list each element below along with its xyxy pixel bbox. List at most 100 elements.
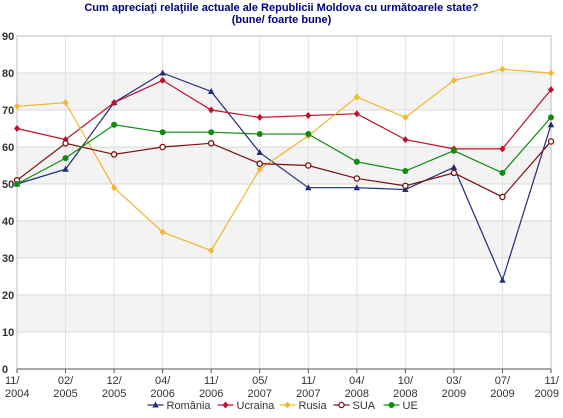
x-tick-label: 2009 [490,388,514,400]
y-tick-label: 60 [2,142,14,154]
data-point-ucraina [111,99,118,107]
x-tick-label: 2005 [53,388,77,400]
data-point-ucraina [499,145,506,153]
x-tick-label: 05/ [252,375,268,387]
data-point-rusia [111,184,118,192]
series-line-sua [16,141,552,198]
x-tick-label: 07/ [495,375,511,387]
data-point-rusia [548,69,554,77]
data-point-ucraina [159,76,166,84]
data-point-ue [450,147,457,154]
data-point-ue [14,181,20,187]
legend-marker-ucraina [222,401,229,409]
x-tick-label: 2008 [393,388,417,400]
legend-marker-sua [338,401,345,409]
data-point-ue [548,114,554,121]
x-tick-label: 2006 [150,388,174,400]
x-tick-label: 2004 [5,388,29,400]
data-point-rusia [256,165,263,173]
data-point-rom-nia [256,149,263,156]
data-point-rom-nia [159,69,166,76]
x-tick-label: 11/ [301,375,316,387]
data-point-sua [353,175,361,182]
x-tick-label: 2007 [296,388,320,400]
data-point-ucraina [14,125,20,132]
y-tick-label: 50 [2,179,14,191]
data-point-rusia [62,99,69,107]
data-point-rom-nia [62,165,69,172]
data-point-rom-nia [353,184,361,191]
legend-label-ucraina: Ucraina [237,400,276,412]
legend-label-rusia: Rusia [299,400,328,412]
data-point-rusia [159,228,166,236]
chart-title: Cum apreciaţi relaţiile actuale ale Repu… [0,2,563,26]
data-point-ue [402,168,409,175]
legend-marker-rusia [284,401,291,409]
data-point-sua [402,182,409,190]
data-point-ue [159,129,166,136]
x-tick-label: 2006 [199,388,223,400]
chart-subtitle: (bune/ foarte bune) [231,14,332,26]
x-tick-label: 11/ [204,375,219,387]
data-point-ue [305,131,312,138]
chart-title-line1: Cum apreciaţi relaţiile actuale ale Repu… [84,2,479,14]
x-tick-label: 12/ [106,375,122,387]
data-point-ue [111,121,118,128]
data-point-rusia [499,65,506,73]
data-point-rom-nia [547,121,555,128]
x-tick-label: 02/ [58,375,74,387]
x-tick-label: 2009 [535,388,559,400]
data-point-rusia [402,113,409,121]
legend-label-sua: SUA [353,400,376,412]
data-point-ucraina [402,136,409,144]
x-tick-label: 04/ [155,375,171,387]
grid-band [17,73,551,110]
data-point-ucraina [305,112,312,120]
data-point-rusia [450,76,457,84]
data-point-sua [110,151,118,158]
x-tick-label: 2009 [442,388,466,400]
data-point-ue [256,131,263,138]
data-point-rusia [208,247,215,255]
data-point-ucraina [208,106,215,114]
y-tick-label: 40 [2,216,14,228]
legend-label-rom-nia: România [167,400,212,412]
x-tick-label: 2005 [102,388,126,400]
data-point-sua [62,140,69,147]
x-tick-label: 2007 [247,388,271,400]
x-tick-label: 11/ [5,375,20,387]
data-point-rom-nia [499,276,506,283]
x-tick-label: 11/ [545,375,560,387]
data-point-ue [499,169,506,176]
data-point-rom-nia [305,184,312,191]
series-line-rom-nia [16,72,552,282]
x-tick-label: 2008 [345,388,369,400]
data-point-sua [207,140,215,147]
data-point-sua [499,193,506,201]
series-line-rusia [16,68,552,252]
y-tick-label: 20 [2,290,14,302]
data-point-sua [547,138,555,145]
y-tick-label: 90 [2,31,14,43]
data-point-ue [62,155,69,162]
x-tick-label: 04/ [349,375,365,387]
legend-marker-ue [388,402,395,408]
data-point-sua [256,160,263,167]
series-line-ucraina [16,79,552,150]
data-point-rom-nia [450,163,458,170]
y-tick-label: 30 [2,253,14,265]
data-point-sua [159,143,166,151]
data-point-ue [208,129,215,136]
x-tick-label: 03/ [446,375,462,387]
x-tick-label: 10/ [398,375,414,387]
y-tick-label: 0 [2,364,8,376]
data-point-rusia [353,93,360,101]
data-point-ucraina [256,113,263,121]
data-point-sua [305,162,312,169]
data-point-rusia [14,102,20,110]
data-point-ue [353,158,360,165]
y-tick-label: 80 [2,68,14,80]
y-tick-label: 70 [2,105,14,117]
